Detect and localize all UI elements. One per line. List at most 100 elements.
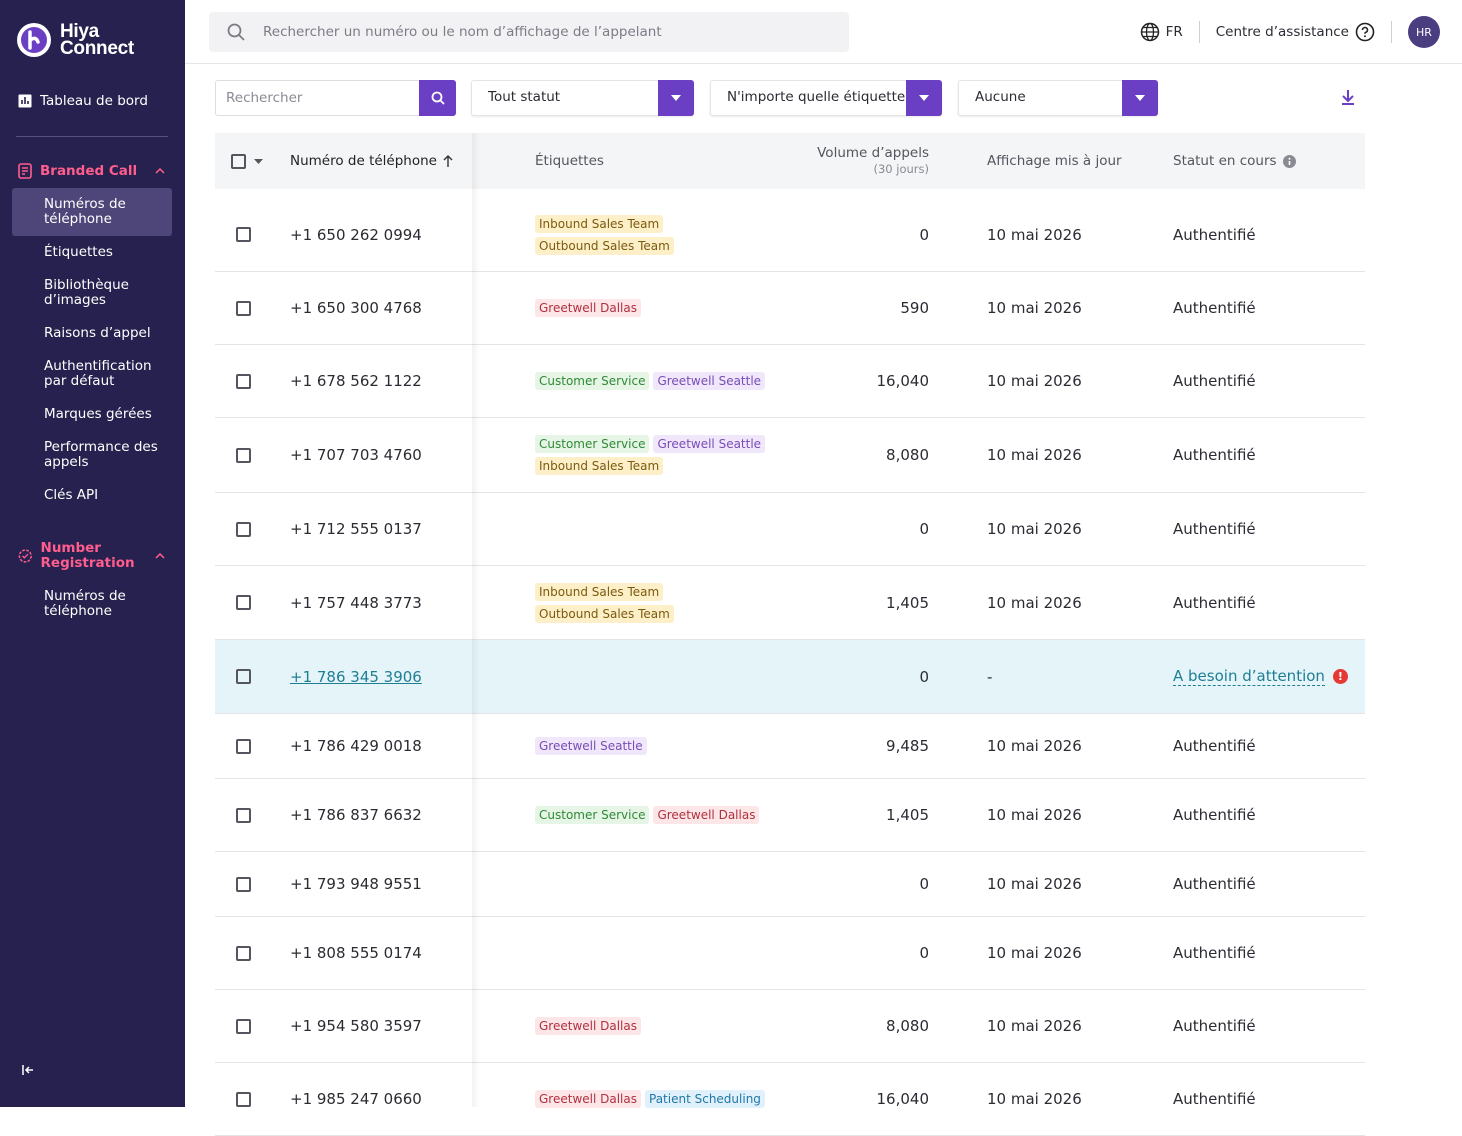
brand[interactable]: Hiya Connect [16, 22, 134, 58]
nav-item[interactable]: Clés API [44, 487, 99, 503]
cell: 0 [775, 198, 929, 271]
table-row[interactable]: +1 786 429 0018 Greetwell Seattle 9,485 10 … [215, 714, 1365, 779]
nav-item[interactable]: Tableau de bord [18, 93, 148, 109]
cell: 8,080 [775, 990, 929, 1062]
cell: Authentifié [1173, 1063, 1256, 1135]
cell: A besoin d’attention! [1173, 640, 1348, 713]
select-all[interactable] [215, 133, 279, 189]
table-body: +1 650 262 0994 Inbound Sales Team Outboun… [215, 198, 1365, 1136]
table-row[interactable]: +1 793 948 9551 0 10 mai 2026 Authentifié [215, 852, 1365, 917]
table-row[interactable]: +1 650 300 4768 Greetwell Dallas 590 10 mai… [215, 272, 1365, 345]
table-search[interactable]: Rechercher [215, 80, 456, 116]
status-filter[interactable]: Tout statut [471, 80, 694, 116]
nav-item[interactable]: Étiquettes [44, 244, 113, 260]
table-row[interactable]: +1 650 262 0994 Inbound Sales Team Outboun… [215, 198, 1365, 272]
checkbox[interactable] [236, 807, 251, 823]
cell: +1 650 262 0994 [290, 198, 422, 271]
cell: 0 [775, 852, 929, 916]
cell: 8,080 [775, 418, 929, 492]
checkbox[interactable] [236, 373, 251, 389]
download-button[interactable] [1341, 88, 1355, 106]
checkbox[interactable] [236, 227, 251, 242]
status: Authentifié [1173, 806, 1256, 824]
other-filter[interactable]: Aucune [958, 80, 1158, 116]
filter-value: Tout statut [488, 89, 561, 105]
cell: - [987, 640, 992, 713]
nav-item[interactable]: Bibliothèque d’images [44, 277, 129, 308]
cell: 10 mai 2026 [987, 1063, 1082, 1135]
caret [1135, 95, 1145, 101]
info-icon[interactable] [1282, 154, 1296, 168]
nav-item[interactable]: Marques gérées [44, 406, 152, 422]
status: Authentifié [1173, 737, 1256, 755]
updated-date: 10 mai 2026 [987, 944, 1082, 962]
brand-name: Hiya [60, 21, 99, 42]
section-header[interactable]: Branded Call [0, 163, 185, 179]
phone-number: +1 650 262 0994 [290, 225, 422, 244]
table-row[interactable]: +1 678 562 1122 Customer Service Greetwell… [215, 345, 1365, 418]
nav-item[interactable]: Performance des appels [44, 439, 158, 470]
table-row[interactable]: +1 707 703 4760 Customer Service Greetwell… [215, 418, 1365, 493]
avatar[interactable]: HR [1408, 16, 1440, 48]
header-cell[interactable]: Numéro de téléphone [290, 133, 453, 189]
cell: 10 mai 2026 [987, 418, 1082, 492]
checkbox[interactable] [236, 300, 251, 316]
table-row[interactable]: +1 712 555 0137 0 10 mai 2026 Authentifié [215, 493, 1365, 566]
checkbox[interactable] [236, 945, 251, 961]
nav-item[interactable]: Numéros de téléphone [12, 188, 172, 236]
cell: 10 mai 2026 [987, 345, 1082, 417]
language[interactable]: FR [1165, 24, 1183, 40]
checkbox[interactable] [236, 447, 251, 463]
label-filter[interactable]: N'importe quelle étiquette [710, 80, 942, 116]
cell: Authentifié [1173, 917, 1256, 989]
nav-item[interactable]: Authentification par défaut [44, 358, 152, 389]
help-link[interactable]: Centre d’assistance [1215, 24, 1349, 40]
checkbox[interactable] [236, 1091, 251, 1107]
phone-number: +1 712 555 0137 [290, 520, 422, 538]
cell: Authentifié [1173, 345, 1256, 417]
divider [1391, 21, 1392, 43]
table-row[interactable]: +1 985 247 0660 Greetwell Dallas Patient S… [215, 1063, 1365, 1136]
caret [671, 95, 681, 101]
table-row[interactable]: +1 786 345 3906 0 - A besoin d’attention! [215, 640, 1365, 714]
checkbox[interactable] [236, 669, 251, 684]
checkbox[interactable] [231, 153, 246, 169]
global-search[interactable]: Rechercher un numéro ou le nom d’afficha… [209, 12, 849, 52]
tag: Customer Service [535, 806, 650, 824]
phone-number[interactable]: +1 786 345 3906 [290, 667, 422, 686]
cell [535, 640, 795, 713]
checkbox[interactable] [236, 521, 251, 537]
cell: +1 757 448 3773 [290, 566, 422, 639]
cell: +1 786 837 6632 [290, 779, 422, 851]
search-button[interactable] [419, 80, 456, 116]
cell [535, 852, 795, 916]
phone-number: +1 707 703 4760 [290, 446, 422, 464]
checkbox[interactable] [236, 595, 251, 610]
cell: Customer Service Greetwell Seattle [535, 345, 795, 417]
table-row[interactable]: +1 954 580 3597 Greetwell Dallas 8,080 10 m… [215, 990, 1365, 1063]
table-header: Numéro de téléphone Étiquettes Volume d’… [215, 133, 1365, 189]
collapse-button[interactable] [20, 1062, 36, 1078]
cell [215, 493, 272, 565]
divider [1198, 21, 1200, 43]
status[interactable]: A besoin d’attention [1173, 667, 1325, 686]
table-row[interactable]: +1 808 555 0174 0 10 mai 2026 Authentifié [215, 917, 1365, 990]
checkbox[interactable] [236, 876, 251, 892]
section-header[interactable]: Number Registration [0, 541, 185, 571]
checkbox[interactable] [236, 738, 251, 754]
cell [215, 1063, 272, 1135]
checkbox[interactable] [236, 1018, 251, 1034]
filter-value: N'importe quelle étiquette [727, 89, 906, 105]
header-label: Statut en cours [1173, 153, 1277, 169]
cell [215, 345, 272, 417]
status: Authentifié [1173, 225, 1256, 244]
phone-number: +1 786 429 0018 [290, 737, 422, 755]
icon [18, 549, 32, 563]
phone-number: +1 985 247 0660 [290, 1090, 422, 1108]
topbar: Rechercher un numéro ou le nom d’afficha… [185, 0, 1462, 64]
table-row[interactable]: +1 757 448 3773 Inbound Sales Team Outboun… [215, 566, 1365, 640]
nav-item[interactable]: Raisons d’appel [44, 325, 151, 341]
nav-item[interactable]: Numéros de téléphone [44, 588, 126, 619]
table-row[interactable]: +1 786 837 6632 Customer Service Greetwell… [215, 779, 1365, 852]
